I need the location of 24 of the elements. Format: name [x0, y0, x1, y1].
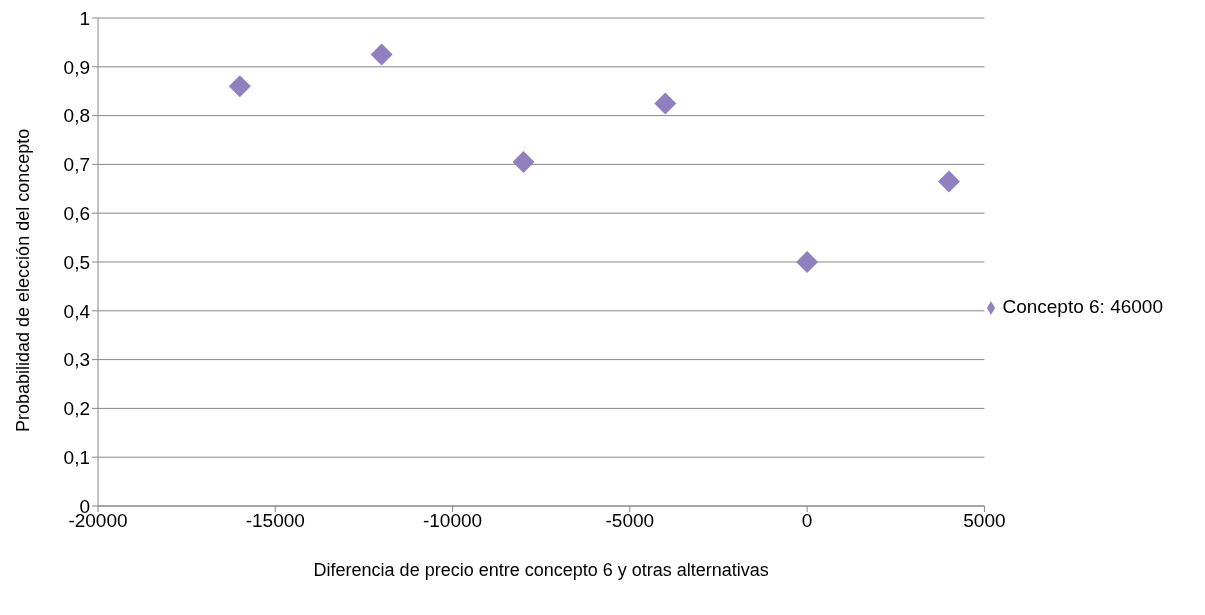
y-tick-label: 0,2 — [63, 398, 90, 420]
y-tick-label: 0,8 — [63, 105, 90, 127]
legend-label: Concepto 6: 46000 — [1002, 296, 1163, 317]
point — [796, 251, 819, 273]
x-axis-title: Diferencia de precio entre concepto 6 y otras alternativas — [313, 560, 769, 580]
point — [937, 170, 960, 193]
y-tick-label: 0,9 — [63, 56, 90, 78]
x-tick-label: -5000 — [605, 510, 655, 532]
y-tick-label: 0,1 — [63, 446, 90, 468]
point — [370, 43, 393, 66]
point — [512, 150, 535, 173]
x-tick-label: 5000 — [963, 510, 1006, 532]
y-tick-label: 0,7 — [63, 154, 90, 176]
x-tick-label: -10000 — [422, 510, 483, 532]
y-tick-label: 0,3 — [63, 349, 90, 371]
y-axis-title: Probabilidad de elección del concepto — [13, 128, 34, 432]
x-tick-label: 0 — [801, 510, 813, 532]
y-tick-label: 0,6 — [63, 202, 90, 224]
point — [654, 92, 677, 115]
y-tick-label: 1 — [79, 7, 90, 29]
x-tick-label: -15000 — [245, 510, 305, 532]
point — [228, 75, 251, 98]
y-tick-label: 0,4 — [63, 300, 91, 322]
y-tick-label: 0,5 — [63, 251, 90, 273]
